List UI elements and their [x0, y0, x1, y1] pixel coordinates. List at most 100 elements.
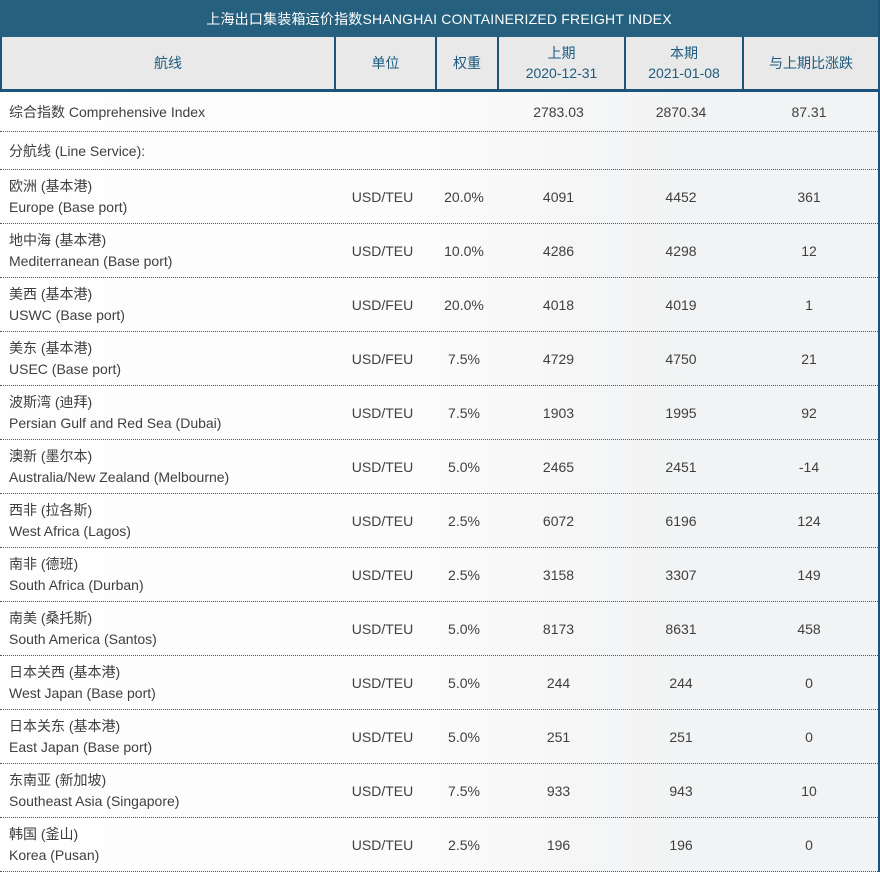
curr-value-cell: 6196 [665, 512, 697, 529]
table-row: 欧洲 (基本港) Europe (Base port) USD/TEU 20.0… [0, 170, 878, 224]
change-value-cell: -14 [798, 458, 820, 475]
route-name-en: Southeast Asia (Singapore) [9, 792, 180, 809]
weight-cell: 7.5% [448, 350, 480, 367]
unit-cell: USD/TEU [351, 566, 414, 583]
weight-cell: 2.5% [448, 512, 480, 529]
route-name-en: Persian Gulf and Red Sea (Dubai) [9, 414, 222, 431]
change-value-cell: 1 [805, 296, 813, 313]
route-name-en: Mediterranean (Base port) [9, 252, 173, 269]
current-period-date: 2021-01-08 [648, 65, 720, 81]
table-header-row: 航线 单位 权重 上期 2020-12-31 本期 2021-01-08 与上期… [0, 37, 878, 92]
change-value-cell: 0 [805, 674, 813, 691]
route-name-cell: 南非 (德班) South Africa (Durban) [0, 548, 332, 601]
route-rows: 欧洲 (基本港) Europe (Base port) USD/TEU 20.0… [0, 170, 878, 872]
curr-value-cell: 4452 [665, 188, 697, 205]
weight-cell: 2.5% [448, 566, 480, 583]
route-name-cn: 欧洲 (基本港) [9, 177, 93, 194]
table-row: 日本关西 (基本港) West Japan (Base port) USD/TE… [0, 656, 878, 710]
change-value-cell: 0 [805, 836, 813, 853]
curr-value-cell: 244 [669, 674, 693, 691]
prev-value-cell: 251 [546, 728, 571, 745]
route-name-en: USEC (Base port) [9, 360, 122, 377]
prev-value-cell: 4091 [542, 188, 575, 205]
weight-cell: 7.5% [448, 404, 480, 421]
curr-value-cell: 943 [669, 782, 693, 799]
route-name-cell: 欧洲 (基本港) Europe (Base port) [0, 170, 332, 223]
change-value-cell: 458 [797, 620, 821, 637]
route-name-cn: 美西 (基本港) [9, 285, 93, 302]
unit-cell: USD/TEU [351, 836, 414, 853]
route-name-en: Australia/New Zealand (Melbourne) [9, 468, 230, 485]
unit-cell: USD/TEU [351, 728, 414, 745]
unit-cell: USD/TEU [351, 242, 414, 259]
unit-cell: USD/TEU [351, 458, 414, 475]
column-header-change: 与上期比涨跌 [742, 37, 878, 89]
route-name-cell: 美东 (基本港) USEC (Base port) [0, 332, 332, 385]
route-name-cell: 南美 (桑托斯) South America (Santos) [0, 602, 332, 655]
table-row: 西非 (拉各斯) West Africa (Lagos) USD/TEU 2.5… [0, 494, 878, 548]
curr-value-cell: 3307 [665, 566, 697, 583]
curr-value-cell: 1995 [665, 404, 697, 421]
previous-period-label: 上期 [547, 45, 576, 61]
prev-value-cell: 244 [546, 674, 571, 691]
change-value-cell: 124 [797, 512, 821, 529]
column-header-route-label: 航线 [154, 55, 182, 71]
weight-cell: 5.0% [448, 458, 480, 475]
curr-value-cell: 251 [669, 728, 693, 745]
route-name-en: Korea (Pusan) [9, 846, 100, 863]
change-value-cell: 21 [801, 350, 817, 367]
column-header-current-period: 本期 2021-01-08 [624, 37, 742, 89]
route-name-en: Europe (Base port) [9, 198, 128, 215]
column-header-weight-label: 权重 [453, 55, 481, 71]
column-header-previous-period: 上期 2020-12-31 [497, 37, 624, 89]
prev-value-cell: 4286 [542, 242, 575, 259]
table-row: 美西 (基本港) USWC (Base port) USD/FEU 20.0% … [0, 278, 878, 332]
table-row: 地中海 (基本港) Mediterranean (Base port) USD/… [0, 224, 878, 278]
prev-value-cell: 2465 [542, 458, 575, 475]
route-name-en: South Africa (Durban) [9, 576, 144, 593]
weight-cell: 5.0% [448, 728, 480, 745]
route-name-cn: 日本关东 (基本港) [9, 717, 121, 734]
route-name-cell: 西非 (拉各斯) West Africa (Lagos) [0, 494, 332, 547]
route-name-en: USWC (Base port) [9, 306, 125, 323]
previous-period-date: 2020-12-31 [525, 65, 598, 81]
route-name-cn: 地中海 (基本港) [9, 231, 107, 248]
prev-value-cell: 6072 [542, 512, 575, 529]
curr-value-cell: 2451 [665, 458, 697, 475]
table-row: 南非 (德班) South Africa (Durban) USD/TEU 2.… [0, 548, 878, 602]
unit-cell: USD/FEU [351, 350, 414, 367]
current-period-label: 本期 [670, 45, 698, 61]
curr-value-cell: 8631 [665, 620, 697, 637]
route-name-en: South America (Santos) [9, 630, 157, 647]
route-name-cell: 东南亚 (新加坡) Southeast Asia (Singapore) [0, 764, 332, 817]
prev-value-cell: 196 [546, 836, 571, 853]
unit-cell: USD/TEU [351, 512, 414, 529]
route-name-en: West Africa (Lagos) [9, 522, 131, 539]
comprehensive-index-row: 综合指数 Comprehensive Index 2783.03 2870.34… [0, 92, 878, 132]
unit-cell: USD/TEU [351, 620, 414, 637]
unit-cell: USD/TEU [351, 674, 414, 691]
route-name-cn: 美东 (基本港) [9, 339, 93, 356]
route-name-cn: 日本关西 (基本港) [9, 663, 121, 680]
weight-cell: 5.0% [448, 674, 480, 691]
table-title: 上海出口集装箱运价指数SHANGHAI CONTAINERIZED FREIGH… [206, 10, 672, 27]
route-name-cell: 韩国 (釜山) Korea (Pusan) [0, 818, 332, 871]
route-name-cn: 南美 (桑托斯) [9, 609, 93, 626]
table-title-bar: 上海出口集装箱运价指数SHANGHAI CONTAINERIZED FREIGH… [0, 0, 878, 37]
line-service-section-row: 分航线 (Line Service): [0, 132, 878, 170]
table-row: 日本关东 (基本港) East Japan (Base port) USD/TE… [0, 710, 878, 764]
comprehensive-weight-cell [433, 92, 495, 131]
line-service-section-label: 分航线 (Line Service): [9, 142, 146, 159]
table-row: 韩国 (釜山) Korea (Pusan) USD/TEU 2.5% 196 1… [0, 818, 878, 872]
unit-cell: USD/TEU [351, 404, 414, 421]
curr-value-cell: 196 [669, 836, 693, 853]
change-value-cell: 149 [797, 566, 821, 583]
change-value-cell: 10 [801, 782, 817, 799]
unit-cell: USD/FEU [351, 296, 414, 313]
curr-value-cell: 4750 [665, 350, 697, 367]
column-header-unit: 单位 [334, 37, 435, 89]
route-name-cn: 韩国 (釜山) [9, 825, 79, 842]
change-value-cell: 0 [805, 728, 813, 745]
route-name-cn: 波斯湾 (迪拜) [9, 393, 93, 410]
